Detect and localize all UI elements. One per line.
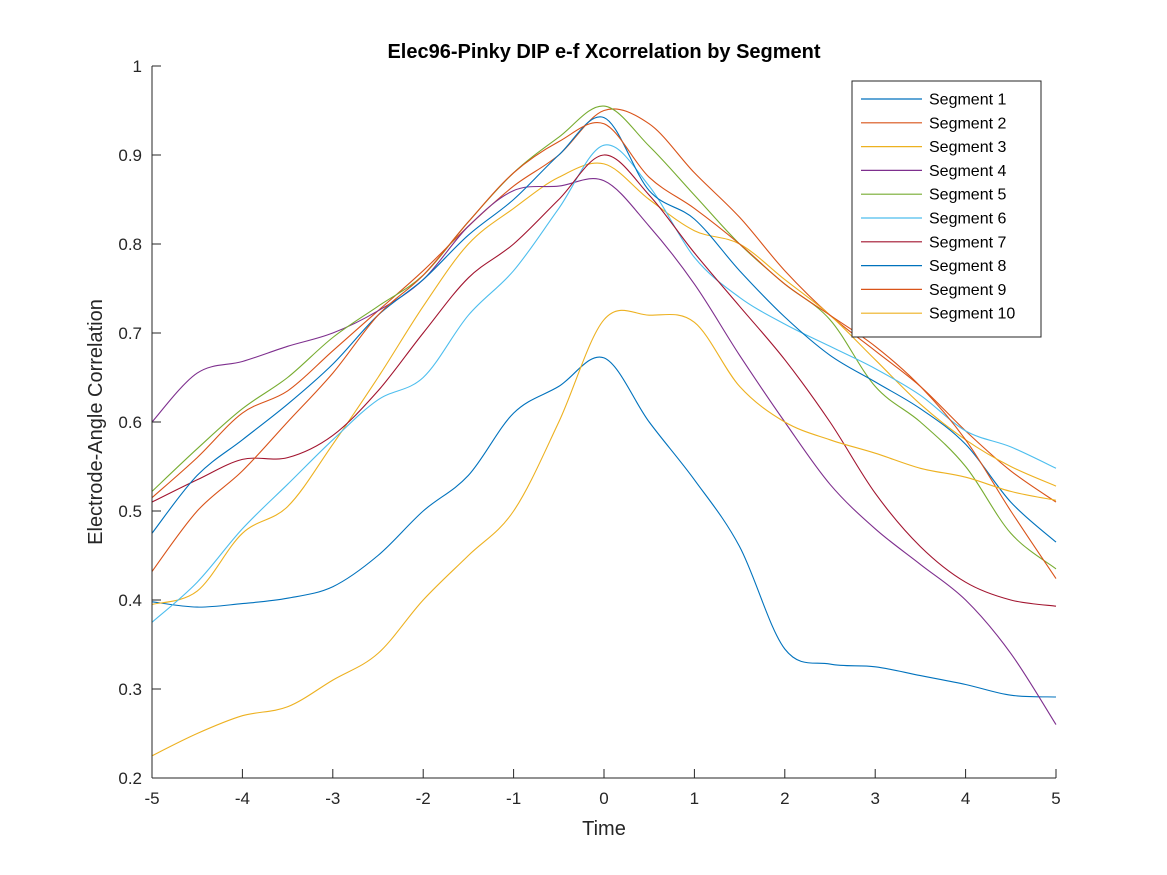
series-line-2	[151, 108, 1057, 503]
series-line-7	[151, 154, 1057, 607]
x-tick-label: -3	[325, 789, 340, 808]
chart-title: Elec96-Pinky DIP e-f Xcorrelation by Seg…	[387, 41, 820, 63]
y-tick-label: 0.6	[118, 413, 142, 432]
legend-entry: Segment 5	[929, 187, 1006, 204]
x-tick-label: -5	[144, 789, 159, 808]
x-tick-label: 0	[599, 789, 608, 808]
legend-entry: Segment 4	[929, 163, 1006, 180]
legend-entry: Segment 2	[929, 115, 1006, 132]
x-tick-label: -4	[235, 789, 250, 808]
y-axis-label: Electrode-Angle Correlation	[85, 299, 107, 545]
axes: -5 -4 -3 -2 -1 0 1 2 3 4 5 0.2 0.3 0.4 0.5 0.6 0.7 0.8 0.9…	[118, 57, 1060, 808]
series-line-9	[151, 121, 1057, 579]
x-axis-label: Time	[582, 818, 626, 840]
y-tick-label: 0.3	[118, 680, 142, 699]
legend-box	[851, 80, 1042, 338]
legend-entry: Segment 9	[929, 282, 1006, 299]
series-line-5	[151, 105, 1057, 570]
legend-entry: Segment 10	[929, 306, 1015, 323]
x-tick-label: 5	[1051, 789, 1060, 808]
series-line-10	[151, 309, 1057, 757]
series-line-3	[151, 162, 1057, 606]
y-tick-label: 0.9	[118, 146, 142, 165]
x-tick-label: -2	[416, 789, 431, 808]
x-tick-label: 3	[870, 789, 879, 808]
series-line-6	[151, 144, 1057, 623]
y-tick-label: 0.5	[118, 502, 142, 521]
series-line-4	[151, 178, 1057, 725]
x-tick-label: 1	[690, 789, 699, 808]
legend-entry: Segment 6	[929, 211, 1006, 228]
series-line-1	[151, 356, 1057, 698]
legend-entry: Segment 1	[929, 92, 1006, 109]
x-tick-label: 2	[780, 789, 789, 808]
y-tick-label: 0.7	[118, 324, 142, 343]
legend: Segment 1 Segment 2 Segment 3 Segment 4 Segm…	[851, 80, 1042, 338]
y-tick-label: 1	[133, 57, 142, 76]
legend-entry: Segment 3	[929, 139, 1006, 156]
legend-entry: Segment 8	[929, 258, 1006, 275]
x-tick-label: 4	[961, 789, 970, 808]
y-tick-label: 0.2	[118, 769, 142, 788]
legend-entry: Segment 7	[929, 234, 1006, 251]
x-tick-label: -1	[506, 789, 521, 808]
series-lines	[151, 105, 1057, 757]
series-line-8	[151, 116, 1057, 543]
y-tick-label: 0.4	[118, 591, 142, 610]
y-tick-label: 0.8	[118, 235, 142, 254]
